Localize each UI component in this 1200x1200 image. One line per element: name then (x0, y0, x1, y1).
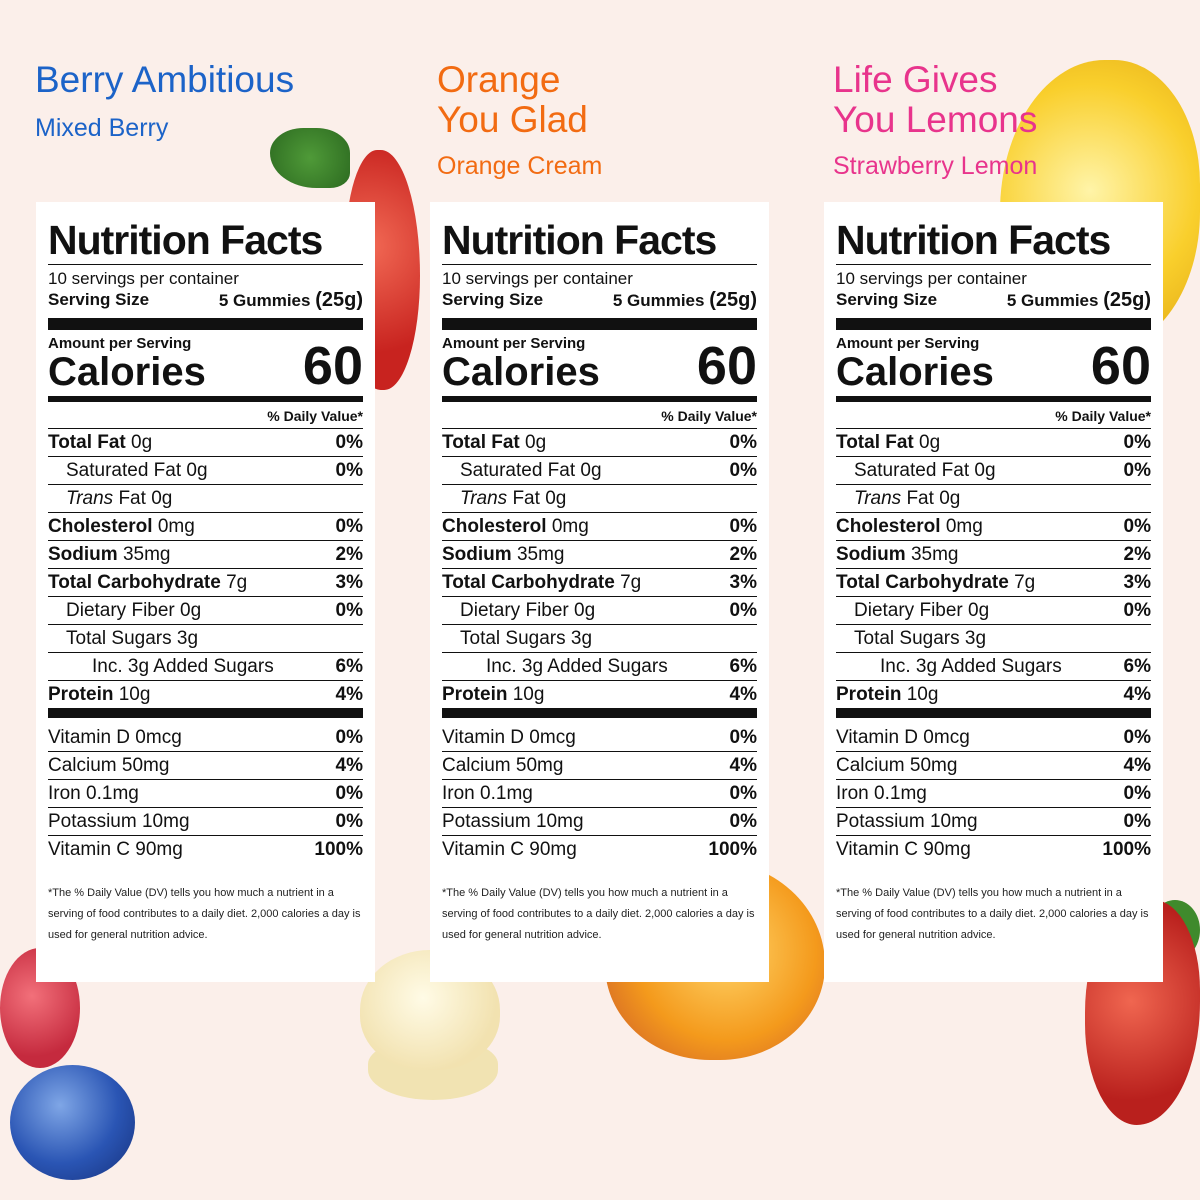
nutrient-row: Total Carbohydrate 7g 3% (48, 569, 363, 597)
servings-per-container: 10 servings per container (48, 269, 239, 288)
nutrition-facts-panel: Nutrition Facts 10 servings per containe… (824, 202, 1163, 982)
flavor-subtitle: Mixed Berry (35, 114, 169, 142)
daily-value-footnote: *The % Daily Value (DV) tells you how mu… (442, 887, 755, 941)
serving-size-row: Serving Size 5 Gummies (25g) (442, 289, 757, 330)
nutrient-row: Total Fat 0g 0% (48, 429, 363, 457)
nutrient-row: Dietary Fiber 0g 0% (442, 597, 757, 625)
servings-per-container: 10 servings per container (442, 269, 633, 288)
nutrient-row: Sodium 35mg 2% (836, 541, 1151, 569)
calories-row: Calories 60 (836, 339, 1151, 402)
vitamin-row: Potassium 10mg 0% (836, 808, 1151, 836)
nutrition-facts-title: Nutrition Facts (48, 218, 363, 265)
serving-size-label: Serving Size (836, 290, 938, 309)
nutrient-row: Total Sugars 3g (442, 625, 757, 653)
calories-label: Calories (48, 350, 206, 394)
vitamin-row: Vitamin C 90mg 100% (442, 839, 757, 860)
nutrient-row: Sodium 35mg 2% (48, 541, 363, 569)
nutrient-row: Inc. 3g Added Sugars 6% (836, 653, 1151, 681)
serving-size-value: 5 Gummies (1006, 291, 1099, 310)
serving-size-grams: (25g) (315, 289, 363, 311)
nutrient-row: Dietary Fiber 0g 0% (48, 597, 363, 625)
vitamin-row: Iron 0.1mg 0% (48, 780, 363, 808)
serving-size-row: Serving Size 5 Gummies (25g) (48, 289, 363, 330)
serving-size-row: Serving Size 5 Gummies (25g) (836, 289, 1151, 330)
flavor-title: Life Gives You Lemons (833, 59, 1038, 140)
vitamin-row: Calcium 50mg 4% (442, 752, 757, 780)
flavor-subtitle: Strawberry Lemon (833, 152, 1038, 180)
nutrient-row: Saturated Fat 0g 0% (836, 457, 1151, 485)
vitamin-row: Vitamin C 90mg 100% (836, 839, 1151, 860)
nutrient-row: Cholesterol 0mg 0% (48, 513, 363, 541)
blueberry-image (10, 1065, 135, 1180)
vitamin-row: Vitamin D 0mcg 0% (48, 724, 363, 752)
strawberry-leaf-image (270, 128, 350, 188)
vitamin-row: Vitamin C 90mg 100% (48, 839, 363, 860)
nutrient-row: Inc. 3g Added Sugars 6% (442, 653, 757, 681)
nutrition-facts-title: Nutrition Facts (836, 218, 1151, 265)
servings-per-container: 10 servings per container (836, 269, 1027, 288)
nutrient-row: Protein 10g 4% (48, 681, 363, 718)
serving-size-value: 5 Gummies (218, 291, 311, 310)
vitamin-row: Vitamin D 0mcg 0% (836, 724, 1151, 752)
nutrition-facts-title: Nutrition Facts (442, 218, 757, 265)
nutrient-row: Sodium 35mg 2% (442, 541, 757, 569)
flavor-header-lemon: Life Gives You Lemons Strawberry Lemon (833, 60, 1037, 181)
daily-value-header: % Daily Value* (442, 402, 757, 429)
vitamin-row: Vitamin D 0mcg 0% (442, 724, 757, 752)
serving-size-value: 5 Gummies (612, 291, 705, 310)
calories-value: 60 (1090, 336, 1151, 396)
flavor-subtitle: Orange Cream (437, 152, 603, 180)
nutrient-row: Cholesterol 0mg 0% (442, 513, 757, 541)
vitamin-row: Potassium 10mg 0% (442, 808, 757, 836)
serving-size-label: Serving Size (442, 290, 544, 309)
calories-label: Calories (442, 350, 600, 394)
nutrient-row: Total Carbohydrate 7g 3% (442, 569, 757, 597)
flavor-title: Orange You Glad (437, 59, 588, 140)
serving-size-label: Serving Size (48, 290, 150, 309)
vitamin-row: Calcium 50mg 4% (48, 752, 363, 780)
nutrition-facts-panel: Nutrition Facts 10 servings per containe… (430, 202, 769, 982)
daily-value-footnote: *The % Daily Value (DV) tells you how mu… (48, 887, 361, 941)
calories-row: Calories 60 (442, 339, 757, 402)
calories-row: Calories 60 (48, 339, 363, 402)
nutrient-row: Trans Fat 0g (48, 485, 363, 513)
nutrient-row: Saturated Fat 0g 0% (48, 457, 363, 485)
nutrient-row: Total Fat 0g 0% (442, 429, 757, 457)
amount-per-serving: Amount per Serving (836, 335, 980, 352)
amount-per-serving: Amount per Serving (48, 335, 192, 352)
daily-value-footnote: *The % Daily Value (DV) tells you how mu… (836, 887, 1149, 941)
nutrient-row: Cholesterol 0mg 0% (836, 513, 1151, 541)
nutrient-row: Inc. 3g Added Sugars 6% (48, 653, 363, 681)
daily-value-header: % Daily Value* (48, 402, 363, 429)
calories-label: Calories (836, 350, 994, 394)
nutrition-facts-panel: Nutrition Facts 10 servings per containe… (36, 202, 375, 982)
nutrient-row: Total Sugars 3g (836, 625, 1151, 653)
amount-per-serving: Amount per Serving (442, 335, 586, 352)
flavor-header-berry: Berry Ambitious Mixed Berry (35, 60, 294, 143)
nutrient-row: Trans Fat 0g (442, 485, 757, 513)
nutrient-row: Dietary Fiber 0g 0% (836, 597, 1151, 625)
calories-value: 60 (696, 336, 757, 396)
nutrient-row: Saturated Fat 0g 0% (442, 457, 757, 485)
serving-size-grams: (25g) (1103, 289, 1151, 311)
vitamin-row: Calcium 50mg 4% (836, 752, 1151, 780)
nutrient-row: Protein 10g 4% (836, 681, 1151, 718)
daily-value-header: % Daily Value* (836, 402, 1151, 429)
nutrient-row: Total Fat 0g 0% (836, 429, 1151, 457)
calories-value: 60 (302, 336, 363, 396)
flavor-title: Berry Ambitious (35, 59, 295, 100)
vitamin-row: Iron 0.1mg 0% (836, 780, 1151, 808)
vitamin-row: Iron 0.1mg 0% (442, 780, 757, 808)
flavor-header-orange: Orange You Glad Orange Cream (437, 60, 602, 181)
nutrient-row: Protein 10g 4% (442, 681, 757, 718)
vitamin-row: Potassium 10mg 0% (48, 808, 363, 836)
nutrient-row: Total Carbohydrate 7g 3% (836, 569, 1151, 597)
nutrient-row: Total Sugars 3g (48, 625, 363, 653)
nutrient-row: Trans Fat 0g (836, 485, 1151, 513)
serving-size-grams: (25g) (709, 289, 757, 311)
